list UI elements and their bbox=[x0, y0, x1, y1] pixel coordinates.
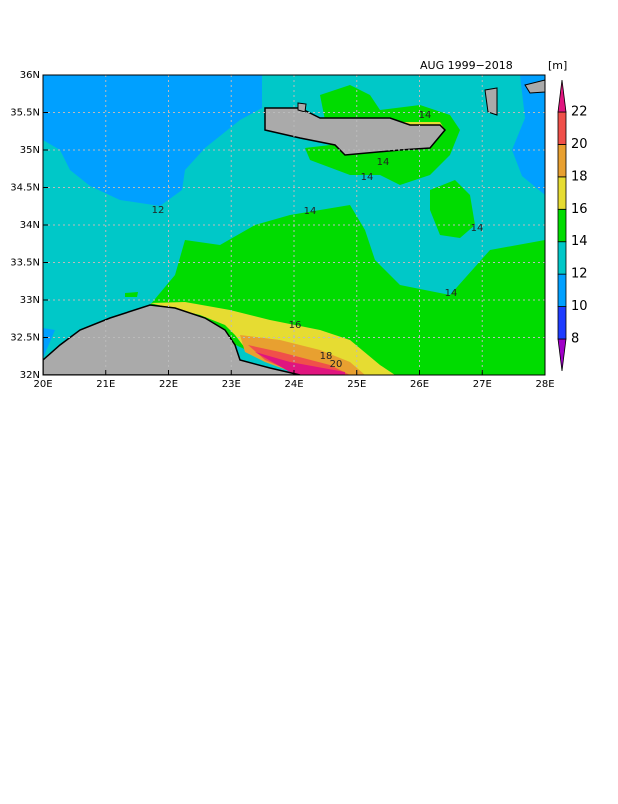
y-tick-label: 34N bbox=[20, 220, 40, 231]
contour-label: 14 bbox=[361, 172, 374, 183]
land-crete bbox=[264, 107, 447, 156]
y-tick-label: 33N bbox=[20, 295, 40, 306]
x-tick-label: 23E bbox=[222, 379, 241, 390]
colorbar-segment bbox=[557, 144, 567, 178]
colorbar-extend-high bbox=[557, 79, 567, 113]
contour-label: 20 bbox=[330, 359, 343, 370]
x-tick-label: 26E bbox=[410, 379, 429, 390]
y-tick-label: 36N bbox=[20, 70, 40, 81]
units: [m] bbox=[548, 59, 567, 72]
colorbar-label: 12 bbox=[571, 267, 588, 282]
y-tick-label: 34.5N bbox=[10, 183, 40, 194]
colorbar-label: 14 bbox=[571, 234, 588, 249]
colorbar-extend-low bbox=[557, 338, 567, 372]
colorbar-segment bbox=[557, 241, 567, 275]
map-title: AUG 1999−2018 bbox=[420, 59, 513, 72]
x-tick-label: 25E bbox=[347, 379, 366, 390]
y-tick-label: 33.5N bbox=[10, 258, 40, 269]
y-tick-label: 32.5N bbox=[10, 333, 40, 344]
field-14-16 bbox=[430, 180, 475, 238]
x-tick-label: 27E bbox=[473, 379, 492, 390]
x-tick-label: 21E bbox=[96, 379, 115, 390]
field-18-20 bbox=[240, 335, 365, 375]
colorbar-segment bbox=[557, 176, 567, 210]
contour-label: 18 bbox=[320, 351, 333, 362]
colorbar-label: 10 bbox=[571, 299, 588, 314]
contour-label: 14 bbox=[471, 223, 484, 234]
colorbar-segment bbox=[557, 306, 567, 340]
field-10-12 bbox=[512, 75, 545, 195]
x-tick-label: 24E bbox=[284, 379, 303, 390]
field-above-22 bbox=[255, 352, 345, 375]
contour-label: 12 bbox=[152, 205, 165, 216]
colorbar-segment bbox=[557, 111, 567, 145]
colorbar-segment bbox=[557, 273, 567, 307]
field-10-12 bbox=[43, 328, 55, 358]
x-tick-label: 28E bbox=[535, 379, 554, 390]
field-20-22 bbox=[248, 345, 350, 375]
y-tick-label: 35.5N bbox=[10, 108, 40, 119]
colorbar-segment bbox=[557, 208, 567, 243]
colorbar-label: 18 bbox=[571, 169, 588, 184]
contour-label: 14 bbox=[419, 110, 432, 121]
contour-label: 14 bbox=[304, 206, 317, 217]
colorbar-label: 16 bbox=[571, 202, 588, 217]
field-10-12 bbox=[43, 75, 262, 206]
colorbar-label: 22 bbox=[571, 105, 588, 120]
colorbar-label: 20 bbox=[571, 137, 588, 152]
colorbar-label: 8 bbox=[571, 332, 579, 347]
land-libya bbox=[43, 304, 301, 375]
x-tick-label: 20E bbox=[33, 379, 52, 390]
field-14-16 bbox=[125, 292, 138, 297]
contour-label: 14 bbox=[445, 288, 458, 299]
y-tick-label: 32N bbox=[20, 370, 40, 381]
y-tick-label: 35N bbox=[20, 145, 40, 156]
x-tick-label: 22E bbox=[159, 379, 178, 390]
contour-label: 14 bbox=[377, 157, 390, 168]
contour-label: 16 bbox=[289, 320, 302, 331]
